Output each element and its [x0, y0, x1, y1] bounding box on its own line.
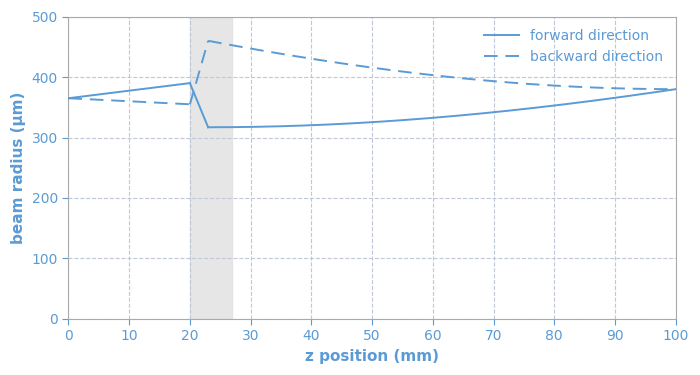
- X-axis label: z position (mm): z position (mm): [305, 349, 439, 364]
- Legend: forward direction, backward direction: forward direction, backward direction: [479, 24, 668, 70]
- Bar: [190, 16, 232, 319]
- Y-axis label: beam radius (μm): beam radius (μm): [11, 92, 26, 244]
